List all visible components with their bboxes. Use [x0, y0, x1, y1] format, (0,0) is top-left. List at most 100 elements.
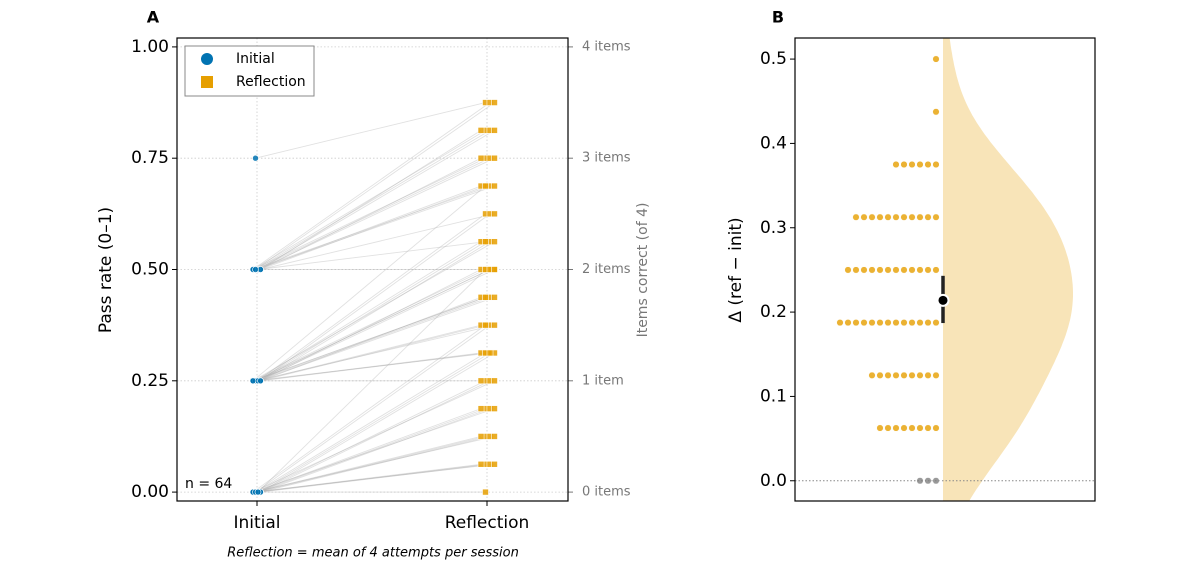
session-line [252, 463, 495, 493]
session-line [260, 324, 486, 382]
delta-point [884, 213, 892, 221]
legend-marker [201, 76, 213, 88]
delta-point [852, 319, 860, 327]
reflection-point [477, 154, 485, 162]
delta-point [932, 477, 940, 485]
delta-point [916, 477, 924, 485]
reflection-point [491, 433, 498, 440]
delta-point [900, 424, 908, 432]
delta-point [932, 319, 940, 327]
reflection-point [477, 377, 485, 385]
reflection-point [477, 433, 485, 440]
panel-label: B [772, 8, 784, 27]
reflection-point [491, 460, 498, 468]
session-line [252, 436, 495, 493]
footnote: Reflection = mean of 4 attempts per sess… [227, 546, 519, 561]
y-tick-label: 0.3 [760, 218, 787, 238]
session-line [260, 241, 491, 382]
delta-point [908, 213, 916, 221]
delta-point [876, 424, 884, 432]
delta-point [916, 424, 924, 432]
session-line [255, 102, 486, 159]
y-tick-label: 0.0 [760, 471, 787, 491]
session-line [252, 185, 491, 270]
session-line [257, 241, 486, 270]
delta-point [924, 477, 932, 485]
delta-point [892, 213, 900, 221]
session-line [252, 185, 486, 382]
reflection-point [491, 405, 498, 412]
session-line [257, 380, 486, 493]
delta-point [924, 371, 932, 379]
session-line [257, 129, 495, 270]
session-line [257, 324, 482, 382]
delta-point [932, 213, 940, 221]
delta-point [900, 266, 908, 274]
delta-point [908, 424, 916, 432]
delta-point [884, 371, 892, 379]
delta-point [924, 319, 932, 327]
y-tick-label: 0.4 [760, 133, 787, 153]
x-tick-label: Reflection [445, 513, 530, 533]
delta-point [908, 160, 916, 169]
delta-point [916, 319, 924, 327]
delta-point [900, 213, 908, 221]
delta-point [876, 266, 884, 274]
reflection-point [491, 238, 498, 245]
delta-point [892, 424, 900, 432]
session-line [252, 241, 495, 382]
session-line [252, 157, 486, 270]
session-line [252, 324, 486, 493]
delta-point [916, 371, 924, 379]
reflection-point [491, 210, 498, 218]
legend-label: Initial [236, 51, 275, 67]
session-line [255, 408, 482, 493]
delta-point [884, 424, 892, 432]
session-line [257, 436, 486, 493]
delta-point [900, 371, 908, 379]
plot-frame [794, 37, 1096, 502]
session-line [260, 269, 482, 382]
delta-point [932, 160, 940, 169]
session-line [255, 463, 482, 493]
session-line [257, 352, 482, 382]
delta-point [860, 213, 868, 221]
legend-label: Reflection [236, 74, 306, 90]
session-line [260, 185, 486, 270]
delta-point [860, 319, 868, 327]
delta-point [924, 160, 932, 169]
session-line [252, 269, 486, 382]
session-line [255, 296, 491, 382]
session-line [260, 352, 495, 493]
session-line [257, 213, 486, 382]
session-line [260, 352, 486, 382]
y-tick-label: 0.50 [131, 260, 169, 280]
initial-point [254, 488, 262, 496]
delta-point [900, 319, 908, 327]
sample-size: n = 64 [185, 476, 232, 492]
session-line [255, 269, 491, 382]
mean-point [936, 293, 950, 307]
delta-point [868, 266, 876, 274]
reflection-point [491, 377, 498, 385]
y2-axis-label: Items correct (of 4) [635, 203, 651, 338]
x-tick-label: Initial [233, 513, 280, 533]
session-line [252, 408, 495, 493]
session-line [255, 324, 495, 382]
delta-point [884, 266, 892, 274]
delta-point [868, 371, 876, 379]
legend-marker [201, 53, 213, 65]
delta-point [900, 160, 908, 169]
session-line [252, 102, 491, 270]
delta-point [876, 371, 884, 379]
reflection-point [482, 182, 489, 190]
delta-point [932, 266, 940, 274]
y-tick-label: 0.00 [131, 482, 169, 502]
delta-point [908, 371, 916, 379]
delta-point [892, 371, 900, 379]
session-line [255, 241, 482, 382]
session-line [260, 213, 491, 382]
delta-point [868, 213, 876, 221]
reflection-point [482, 238, 489, 245]
